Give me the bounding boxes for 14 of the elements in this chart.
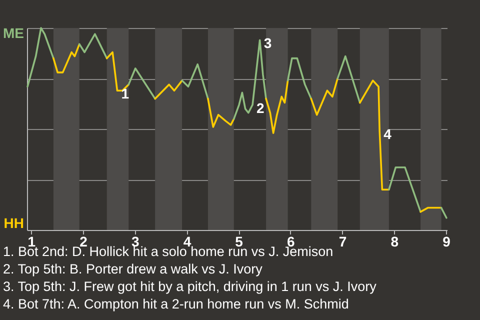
text: ME [3, 25, 24, 41]
text: HH [4, 215, 24, 231]
x-tick-label: 2 [80, 234, 88, 250]
text: 3. Top 5th: J. Frew got hit by a pitch, driving in 1 run vs J. Ivory [3, 279, 377, 294]
x-tick-label: 8 [390, 234, 399, 250]
x-tick-label: 7 [338, 234, 347, 250]
x-tick-label: 9 [442, 234, 451, 250]
annotation: 3 [264, 35, 272, 52]
text: 2. Top 5th: B. Porter drew a walk vs J. Ivory [3, 262, 263, 276]
text: 4. Bot 7th: A. Compton hit a 2-run home run vs M. Schmid [3, 296, 349, 312]
annotation: 2 [256, 100, 265, 116]
annotation: 1 [121, 86, 130, 102]
x-tick-label: 4 [183, 234, 192, 250]
annotation: 4 [384, 126, 392, 142]
